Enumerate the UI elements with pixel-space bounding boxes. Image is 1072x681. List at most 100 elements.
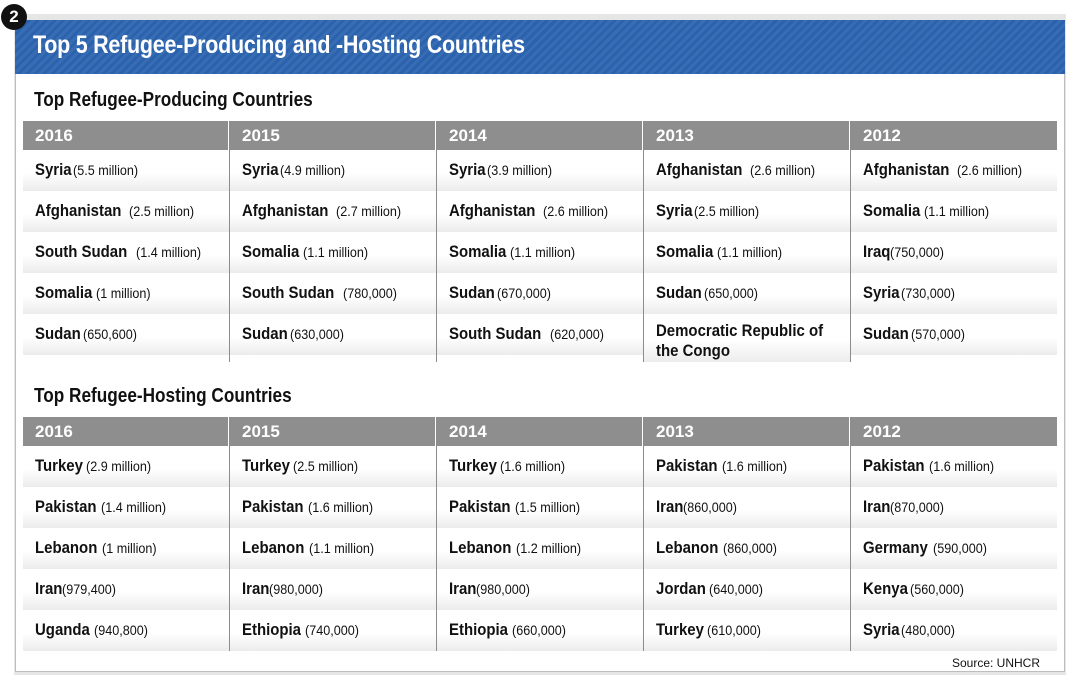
year-header: 2013 — [644, 121, 850, 150]
country-name: Somalia — [449, 242, 507, 261]
refugee-count: (5.5 million) — [72, 162, 138, 178]
table-cell: Sudan (670,000) — [437, 273, 643, 314]
country-name: Turkey — [449, 456, 497, 475]
refugee-count: (730,000) — [900, 285, 955, 301]
table-cell: Somalia (1.1 million) — [644, 232, 850, 273]
country-name: Iran — [35, 579, 63, 598]
country-name: Pakistan — [863, 456, 925, 475]
table-cell: Iran (980,000) — [437, 569, 643, 610]
hosting-section-title: Top Refugee-Hosting Countries — [34, 385, 292, 407]
table-cell: Ethiopia (660,000) — [437, 610, 643, 651]
country-name: Syria — [449, 160, 486, 179]
table-cell: Afghanistan (2.6 million) — [644, 150, 850, 191]
country-name: Afghanistan — [35, 201, 122, 220]
producing-column-2015: 2015 Syria (4.9 million) Afghanistan (2.7 … — [230, 121, 437, 362]
country-name: Pakistan — [449, 497, 511, 516]
refugee-count: (2.6 million) — [750, 162, 816, 178]
refugee-count: (650,000) — [704, 285, 759, 301]
table-cell: Iran (870,000) — [851, 487, 1057, 528]
hosting-table: 2016 Turkey (2.9 million) Pakistan (1.4 mi… — [23, 417, 1057, 651]
refugee-count: (480,000) — [900, 622, 955, 638]
figure-number-badge: 2 — [1, 4, 27, 30]
refugee-count: (1.1 million) — [510, 244, 576, 260]
table-cell: Sudan (630,000) — [230, 314, 436, 355]
table-cell: Syria (3.9 million) — [437, 150, 643, 191]
refugee-count: (1.4 million) — [136, 244, 202, 260]
table-cell: Germany (590,000) — [851, 528, 1057, 569]
refugee-count: (1.1 million) — [303, 244, 369, 260]
table-cell: Turkey (2.5 million) — [230, 446, 436, 487]
table-cell: Iraq (750,000) — [851, 232, 1057, 273]
country-name: Somalia — [656, 242, 714, 261]
refugee-count: (1.1 million) — [717, 244, 783, 260]
table-cell: Syria (4.9 million) — [230, 150, 436, 191]
page-title: Top 5 Refugee-Producing and -Hosting Cou… — [33, 31, 525, 59]
country-name: Sudan — [242, 324, 288, 343]
country-name: South Sudan — [449, 324, 542, 343]
producing-table: 2016 Syria (5.5 million) Afghanistan (2.5 … — [23, 121, 1057, 362]
table-cell: Somalia (1.1 million) — [851, 191, 1057, 232]
table-cell: Iran (979,400) — [23, 569, 229, 610]
table-cell: Pakistan (1.5 million) — [437, 487, 643, 528]
refugee-count: (1.1 million) — [309, 540, 375, 556]
refugee-count: (980,000) — [476, 581, 531, 597]
country-name: Democratic Republic of the Congo — [656, 321, 824, 360]
country-name: Afghanistan — [656, 160, 743, 179]
table-cell: Turkey (2.9 million) — [23, 446, 229, 487]
country-name: Kenya — [863, 579, 908, 598]
refugee-count: (1 million) — [102, 540, 157, 556]
country-name: Iraq — [863, 242, 891, 261]
refugee-count: (660,000) — [512, 622, 567, 638]
refugee-count: (750,000) — [890, 244, 945, 260]
refugee-count: (640,000) — [708, 581, 763, 597]
country-name: Syria — [863, 283, 900, 302]
country-name: Iran — [656, 497, 684, 516]
table-cell: Syria (5.5 million) — [23, 150, 229, 191]
country-name: Turkey — [242, 456, 290, 475]
country-name: Uganda — [35, 620, 90, 639]
producing-column-2012: 2012 Afghanistan (2.6 million) Somalia (1.… — [851, 121, 1057, 362]
country-name: Iran — [863, 497, 891, 516]
country-name: Turkey — [656, 620, 704, 639]
hosting-column-2012: 2012 Pakistan (1.6 million) Iran (870,000)… — [851, 417, 1057, 651]
title-bar: Top 5 Refugee-Producing and -Hosting Cou… — [15, 20, 1065, 74]
refugee-count: (4.9 million) — [279, 162, 345, 178]
refugee-count: (560,000) — [910, 581, 965, 597]
country-name: Syria — [35, 160, 72, 179]
table-cell: Pakistan (1.6 million) — [851, 446, 1057, 487]
country-name: Sudan — [863, 324, 909, 343]
table-cell: Syria (730,000) — [851, 273, 1057, 314]
year-header: 2016 — [23, 121, 229, 150]
refugee-count: (1.4 million) — [101, 499, 167, 515]
table-cell: South Sudan (780,000) — [230, 273, 436, 314]
refugee-count: (780,000) — [343, 285, 397, 301]
table-cell: Uganda (940,800) — [23, 610, 229, 651]
country-name: Afghanistan — [863, 160, 950, 179]
table-cell: Kenya (560,000) — [851, 569, 1057, 610]
country-name: Somalia — [35, 283, 93, 302]
country-name: Pakistan — [242, 497, 304, 516]
year-header: 2012 — [851, 121, 1057, 150]
refugee-count: (870,000) — [890, 499, 945, 515]
country-name: Somalia — [863, 201, 921, 220]
refugee-count: (2.5 million) — [129, 203, 195, 219]
country-name: Lebanon — [449, 538, 512, 557]
hosting-column-2016: 2016 Turkey (2.9 million) Pakistan (1.4 mi… — [23, 417, 230, 651]
refugee-count: (1.6 million) — [929, 458, 995, 474]
country-name: Sudan — [656, 283, 702, 302]
country-name: Sudan — [449, 283, 495, 302]
table-cell: Ethiopia (740,000) — [230, 610, 436, 651]
refugee-count: (610,000) — [706, 622, 761, 638]
year-header: 2015 — [230, 417, 436, 446]
country-name: Ethiopia — [242, 620, 302, 639]
table-cell: Pakistan (1.6 million) — [644, 446, 850, 487]
refugee-count: (979,400) — [62, 581, 117, 597]
refugee-count: (940,800) — [93, 622, 148, 638]
source-note: Source: UNHCR — [951, 656, 1040, 670]
table-cell: Lebanon (860,000) — [644, 528, 850, 569]
table-cell: Somalia (1.1 million) — [230, 232, 436, 273]
country-name: Somalia — [242, 242, 300, 261]
table-cell: Sudan (650,000) — [644, 273, 850, 314]
country-name: Syria — [242, 160, 279, 179]
hosting-column-2014: 2014 Turkey (1.6 million) Pakistan (1.5 mi… — [437, 417, 644, 651]
